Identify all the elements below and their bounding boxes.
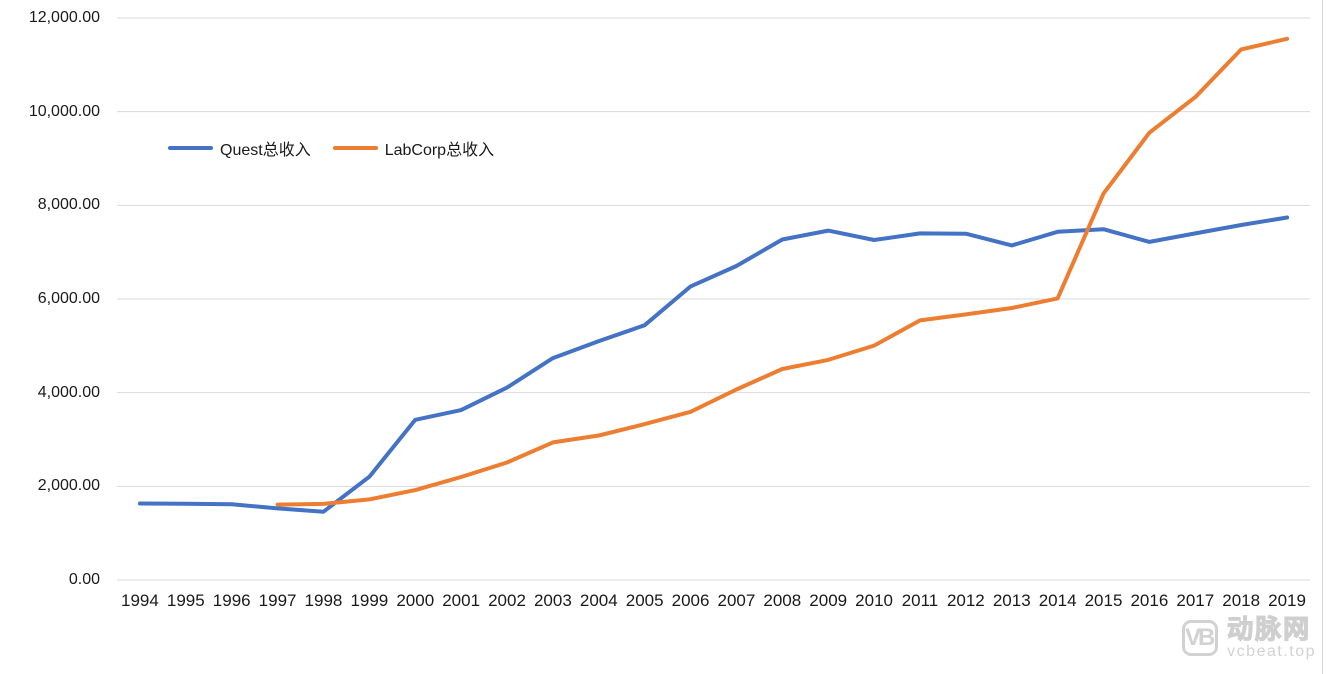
x-tick-label: 1997 (258, 591, 297, 610)
legend-item-quest: Quest总收入 (168, 136, 311, 160)
y-tick-label: 8,000.00 (37, 196, 100, 214)
x-tick-label: 2001 (442, 591, 481, 610)
x-tick-label: 2007 (717, 591, 756, 610)
vcbeat-logo-icon: VB (1182, 620, 1219, 656)
legend-label-labcorp: LabCorp总收入 (384, 142, 495, 159)
y-tick-label: 4,000.00 (37, 383, 100, 401)
vcbeat-watermark: VB 动脉网 vcbeat.top (1182, 614, 1316, 660)
x-tick-label: 2000 (396, 591, 435, 610)
x-tick-label: 2017 (1176, 591, 1215, 610)
x-tick-label: 1995 (166, 591, 205, 610)
watermark-site-text: vcbeat.top (1227, 643, 1316, 660)
chart-legend: Quest总收入 LabCorp总收入 (168, 136, 494, 160)
x-tick-label: 1998 (304, 591, 343, 610)
x-tick-label: 2006 (671, 591, 710, 610)
legend-line-swatch-quest (168, 145, 213, 151)
x-tick-label: 2015 (1084, 591, 1123, 610)
y-tick-label: 0.00 (68, 571, 100, 588)
series-line-quest (137, 215, 1290, 514)
x-tick-label: 1996 (212, 591, 251, 610)
y-tick-label: 10,000.00 (28, 102, 100, 120)
y-tick-label: 6,000.00 (37, 290, 100, 307)
x-tick-label: 2013 (992, 591, 1031, 610)
x-tick-label: 2011 (901, 591, 939, 610)
vcbeat-watermark-text: 动脉网 vcbeat.top (1227, 614, 1316, 660)
x-tick-label: 2010 (855, 591, 894, 610)
x-tick-label: 2005 (625, 591, 664, 610)
x-tick-label: 2018 (1222, 591, 1261, 610)
x-tick-label: 2016 (1130, 591, 1169, 610)
x-tick-label: 2003 (533, 591, 572, 610)
x-tick-label: 1994 (121, 591, 159, 610)
y-tick-label: 12,000.00 (28, 9, 100, 26)
legend-line-swatch-labcorp (332, 145, 378, 151)
y-tick-label: 2,000.00 (37, 477, 100, 495)
x-tick-label: 1999 (350, 591, 389, 610)
legend-item-labcorp: LabCorp总收入 (332, 136, 495, 160)
legend-label-quest: Quest总收入 (220, 142, 311, 159)
x-tick-label: 2014 (1038, 591, 1077, 610)
x-tick-label: 2019 (1268, 591, 1306, 610)
x-tick-label: 2004 (579, 591, 618, 610)
x-tick-label: 2012 (946, 591, 985, 610)
x-tick-label: 2002 (488, 591, 526, 610)
x-tick-label: 2008 (763, 591, 802, 610)
x-tick-label: 2009 (809, 591, 848, 610)
watermark-brand-text: 动脉网 (1227, 614, 1312, 644)
series-line-labcorp (275, 36, 1290, 507)
